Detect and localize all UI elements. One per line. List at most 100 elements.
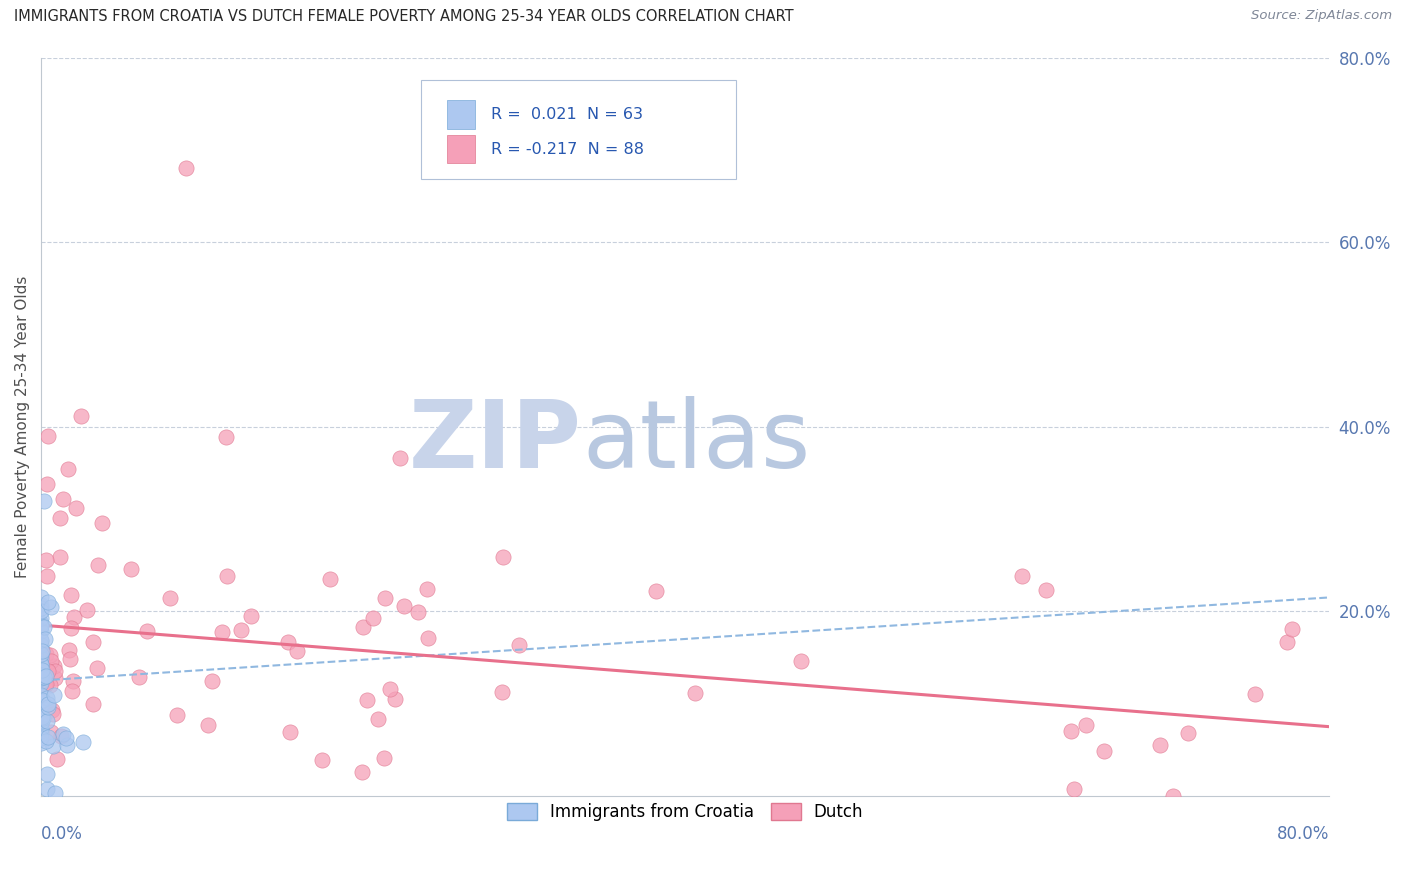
Point <box>378 681 401 696</box>
Point <box>356 692 378 706</box>
Point <box>311 753 333 767</box>
Y-axis label: Female Poverty Among 25-34 Year Olds: Female Poverty Among 25-34 Year Olds <box>15 276 30 578</box>
Point <box>42 706 65 721</box>
Point <box>31 710 53 724</box>
Point <box>30 690 52 704</box>
Point <box>35 676 58 690</box>
Point <box>30 598 52 612</box>
Point <box>30 634 52 648</box>
Point <box>645 583 668 598</box>
Point <box>1163 789 1185 803</box>
Point <box>30 669 52 683</box>
Point <box>38 648 60 662</box>
Point <box>37 730 59 744</box>
Point <box>31 693 53 707</box>
Bar <box>447 136 475 163</box>
Point <box>35 733 58 747</box>
Text: 80.0%: 80.0% <box>1277 825 1329 843</box>
Point <box>82 698 104 712</box>
Point <box>492 550 515 565</box>
Point <box>46 752 69 766</box>
Point <box>30 693 52 707</box>
Point <box>35 669 58 683</box>
Point <box>37 767 59 781</box>
Point <box>30 604 52 618</box>
Point <box>240 608 263 623</box>
Point <box>392 599 415 614</box>
Point <box>416 582 439 597</box>
Text: R =  0.021  N = 63: R = 0.021 N = 63 <box>491 107 643 122</box>
Point <box>90 516 112 531</box>
Point <box>37 697 59 711</box>
Point <box>30 731 52 745</box>
Point <box>406 605 429 619</box>
Text: ZIP: ZIP <box>409 395 582 488</box>
Point <box>1094 744 1116 758</box>
Text: R = -0.217  N = 88: R = -0.217 N = 88 <box>491 142 644 157</box>
Point <box>32 670 55 684</box>
Point <box>32 711 55 725</box>
Point <box>159 591 181 605</box>
Point <box>361 611 384 625</box>
Bar <box>447 101 475 128</box>
Point <box>30 664 52 678</box>
Text: 0.0%: 0.0% <box>41 825 83 843</box>
Point <box>58 462 80 476</box>
Point <box>76 602 98 616</box>
Point <box>30 671 52 685</box>
Point <box>34 677 56 691</box>
Point <box>1063 782 1085 797</box>
Point <box>37 700 59 714</box>
Point <box>30 668 52 682</box>
Point <box>44 786 66 800</box>
Point <box>59 652 82 666</box>
Point <box>37 429 59 443</box>
Point <box>350 765 373 780</box>
Point <box>30 688 52 702</box>
Point <box>285 644 308 658</box>
Point <box>58 643 80 657</box>
Point <box>352 620 374 634</box>
Point <box>30 724 52 739</box>
Point <box>214 430 236 444</box>
Point <box>1060 723 1083 738</box>
Point <box>135 624 157 639</box>
Point <box>30 611 52 625</box>
Point <box>30 723 52 737</box>
Point <box>1281 622 1303 636</box>
Point <box>30 721 52 735</box>
Point <box>55 731 77 745</box>
Point <box>39 724 62 739</box>
Point <box>389 450 412 465</box>
Point <box>215 569 238 583</box>
FancyBboxPatch shape <box>420 79 737 179</box>
Point <box>48 549 70 564</box>
Point <box>62 673 84 688</box>
Point <box>373 751 395 765</box>
Point <box>1177 726 1199 740</box>
Text: Source: ZipAtlas.com: Source: ZipAtlas.com <box>1251 9 1392 22</box>
Point <box>42 688 65 702</box>
Point <box>211 625 233 640</box>
Point <box>60 683 83 698</box>
Point <box>30 647 52 661</box>
Point <box>31 644 53 658</box>
Point <box>35 647 58 661</box>
Point <box>39 599 62 614</box>
Point <box>32 493 55 508</box>
Point <box>30 736 52 750</box>
Point <box>30 657 52 671</box>
Point <box>70 409 93 423</box>
Point <box>56 739 79 753</box>
Point <box>30 617 52 632</box>
Point <box>231 624 253 638</box>
Point <box>790 654 813 668</box>
Point <box>86 558 108 572</box>
Point <box>30 670 52 684</box>
Point <box>32 620 55 634</box>
Point <box>367 712 389 726</box>
Point <box>30 674 52 689</box>
Point <box>30 633 52 648</box>
Point <box>1035 582 1057 597</box>
Point <box>30 600 52 615</box>
